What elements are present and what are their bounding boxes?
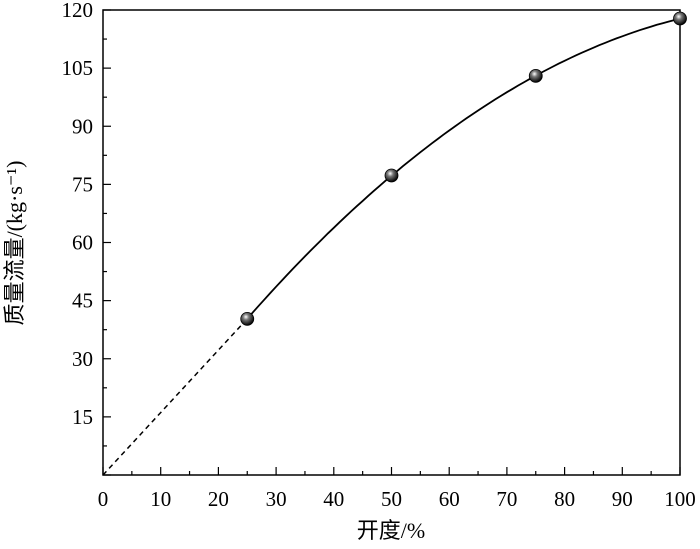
x-tick-label: 0 <box>98 487 109 511</box>
x-tick-label: 20 <box>208 487 229 511</box>
data-point <box>673 11 687 26</box>
data-point <box>384 168 399 183</box>
y-tick-label: 60 <box>72 231 93 255</box>
x-tick-label: 90 <box>612 487 633 511</box>
x-tick-label: 50 <box>381 487 402 511</box>
x-tick-label: 70 <box>496 487 517 511</box>
x-tick-label: 60 <box>439 487 460 511</box>
extrapolation-line <box>102 318 248 476</box>
x-tick-label: 10 <box>150 487 171 511</box>
y-tick-label: 105 <box>62 56 94 80</box>
data-point <box>528 68 543 83</box>
marks <box>102 11 687 476</box>
plot-frame <box>102 9 681 476</box>
x-axis-label: 开度/% <box>357 518 425 543</box>
y-axis-label: 质量流量/(kg·s⁻¹) <box>2 161 27 326</box>
x-tick-label: 30 <box>266 487 287 511</box>
y-tick-label: 75 <box>72 172 93 196</box>
y-tick-label: 30 <box>72 347 93 371</box>
fit-curve <box>246 17 681 320</box>
y-tick-label: 15 <box>72 405 93 429</box>
y-tick-label: 120 <box>62 0 94 22</box>
y-tick-label: 90 <box>72 114 93 138</box>
x-tick-label: 80 <box>554 487 575 511</box>
axes: 0 10 20 30 40 50 60 70 80 90 100 15 30 45 60 75 90 105 120 <box>62 0 696 511</box>
x-tick-label: 100 <box>664 487 696 511</box>
x-tick-label: 40 <box>323 487 344 511</box>
y-tick-label: 45 <box>72 289 93 313</box>
data-point <box>240 311 255 326</box>
